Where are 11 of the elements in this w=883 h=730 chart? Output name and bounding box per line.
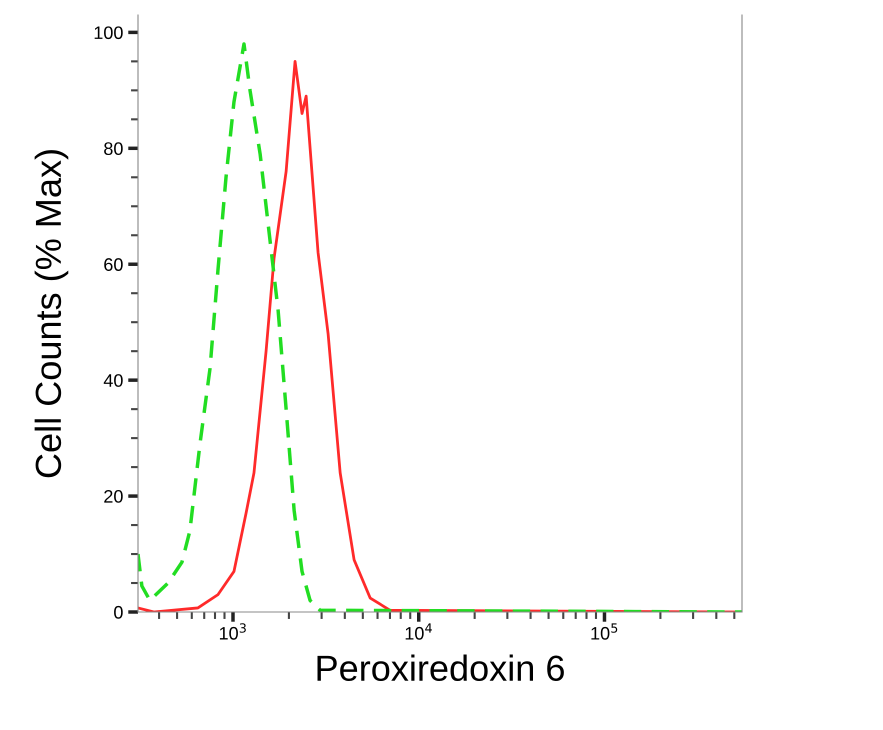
x-tick-label: 10$^{3}$ <box>220 623 246 640</box>
x-tick-label: 10$^{4}$ <box>406 623 432 640</box>
y-tick-label: 0 <box>114 606 123 619</box>
y-axis-title: Cell Counts (% Max) <box>34 150 68 478</box>
y-tick-label: 20 <box>104 490 123 503</box>
x-tick-label: 10$^{5}$ <box>591 623 618 640</box>
y-tick-label: 60 <box>104 258 123 271</box>
y-tick-label: 40 <box>104 374 123 387</box>
y-tick-label: 80 <box>104 142 123 156</box>
x-axis-title: Peroxiredoxin 6 <box>318 654 564 682</box>
y-tick-label: 100 <box>94 26 123 40</box>
